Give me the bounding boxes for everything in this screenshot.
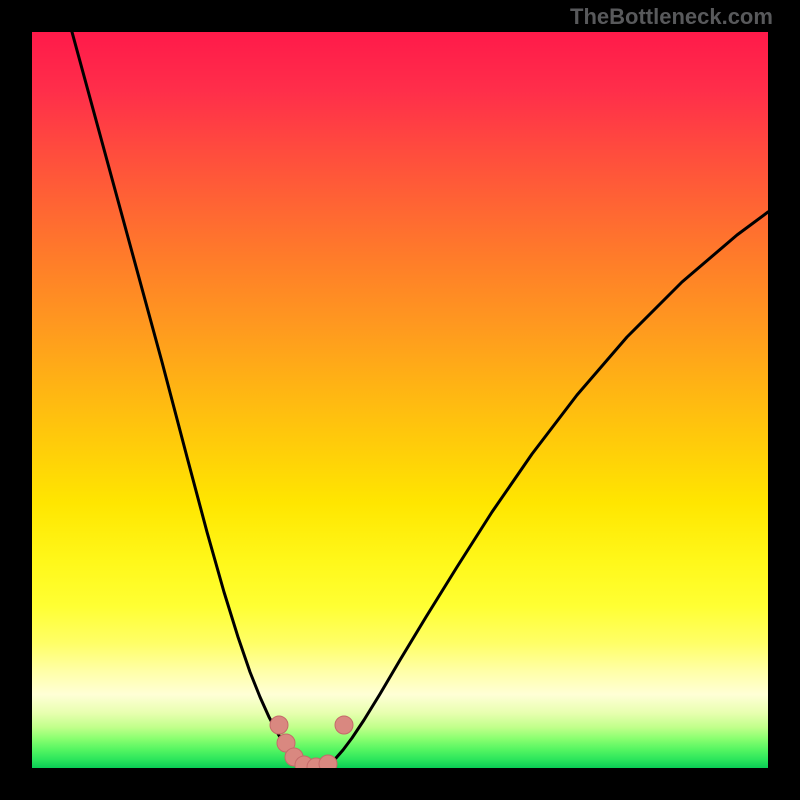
data-marker [270,716,288,734]
chart-container: TheBottleneck.com [0,0,800,800]
watermark-text: TheBottleneck.com [570,4,773,30]
chart-svg [32,32,768,768]
data-marker [335,716,353,734]
data-marker [319,755,337,768]
plot-area [32,32,768,768]
